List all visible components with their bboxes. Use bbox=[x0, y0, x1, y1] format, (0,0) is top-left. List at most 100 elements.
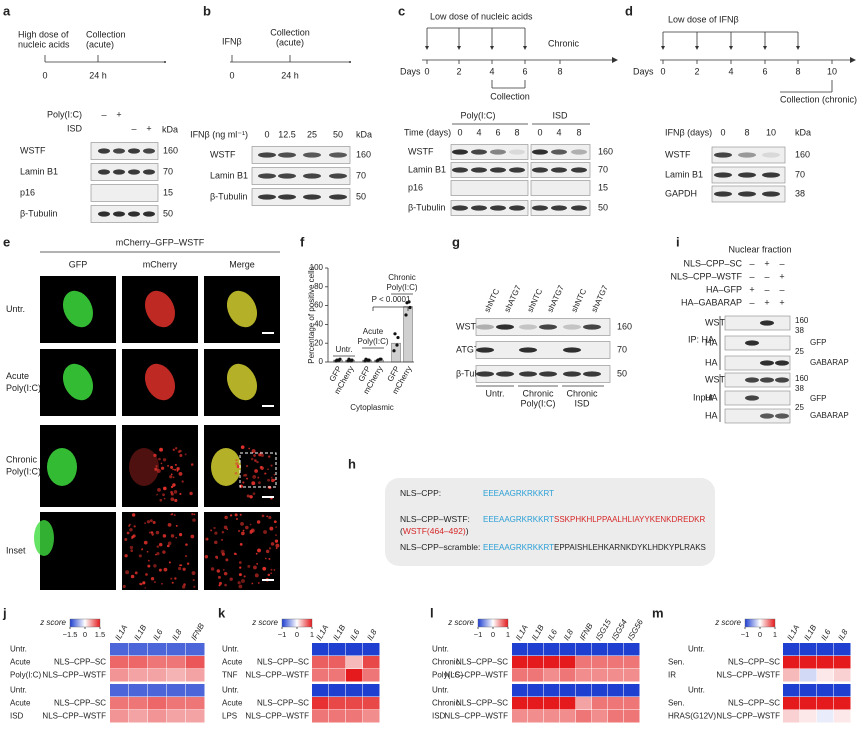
treatment-sign: – bbox=[764, 271, 769, 281]
scale-tick-label: 0 bbox=[491, 630, 495, 639]
label: Days bbox=[400, 66, 421, 76]
heatmap-cell bbox=[800, 684, 817, 697]
blot-band bbox=[258, 173, 276, 179]
blot-band bbox=[303, 194, 321, 200]
heatmap-cell bbox=[329, 684, 346, 697]
data-point bbox=[392, 349, 396, 353]
label: kDa bbox=[162, 124, 178, 134]
treatment-sign: – bbox=[749, 271, 754, 281]
treatment-sign: – bbox=[764, 284, 769, 294]
puncta bbox=[256, 562, 259, 565]
blot-band bbox=[476, 371, 494, 377]
puncta bbox=[191, 512, 194, 516]
blot-band bbox=[303, 152, 321, 158]
text-segment: NLS–CPP–scramble: bbox=[400, 542, 480, 552]
row-label: Poly(I:C) bbox=[6, 383, 41, 393]
blot-band bbox=[775, 360, 789, 366]
puncta bbox=[250, 528, 255, 533]
heatmap-cell bbox=[592, 669, 608, 682]
blot-strip bbox=[724, 315, 791, 331]
puncta bbox=[235, 462, 239, 466]
puncta bbox=[193, 513, 196, 516]
blot-band bbox=[532, 149, 548, 155]
heatmap-cell bbox=[167, 669, 186, 682]
heatmap-cell bbox=[576, 656, 592, 669]
puncta bbox=[159, 448, 162, 450]
heatmap-cell bbox=[576, 643, 592, 656]
puncta bbox=[173, 490, 178, 494]
blot-strip bbox=[251, 146, 351, 164]
label: (acute) bbox=[276, 37, 304, 47]
blot-band bbox=[329, 173, 347, 179]
puncta bbox=[172, 448, 175, 451]
panel-letter: c bbox=[398, 3, 405, 18]
heatmap-cell bbox=[834, 697, 851, 710]
puncta bbox=[192, 579, 195, 582]
heatmap-cell bbox=[528, 684, 544, 697]
heatmap-cell bbox=[148, 643, 167, 656]
label: 12.5 bbox=[278, 129, 296, 139]
label: (acute) bbox=[86, 39, 114, 49]
row-label: NLS–CPP–WSTF bbox=[42, 671, 106, 680]
treatment-label: HA–GFP bbox=[706, 284, 742, 294]
heatmap-cell bbox=[624, 669, 640, 682]
puncta bbox=[244, 525, 249, 530]
puncta bbox=[156, 545, 160, 548]
blot-band bbox=[745, 395, 759, 401]
row-label: HA bbox=[705, 410, 718, 420]
group-label: HRAS(G12V) bbox=[668, 712, 716, 721]
puncta bbox=[186, 562, 190, 565]
nucleus bbox=[62, 290, 94, 328]
blot-band bbox=[563, 347, 581, 353]
puncta bbox=[177, 566, 182, 571]
sequence-segment: EEEAAGRKRKKRT bbox=[483, 543, 554, 552]
puncta bbox=[193, 585, 196, 588]
heatmap-cell bbox=[110, 669, 129, 682]
heatmap-cell bbox=[834, 710, 851, 723]
heatmap-cell bbox=[312, 684, 329, 697]
sequence-name: NLS–CPP: bbox=[400, 488, 441, 498]
size-marker: 38 bbox=[795, 384, 804, 393]
group-label: Sen. bbox=[668, 658, 684, 667]
heatmap-cell bbox=[592, 710, 608, 723]
puncta bbox=[125, 570, 130, 575]
label: Days bbox=[633, 66, 654, 76]
puncta bbox=[261, 514, 265, 518]
heatmap-cell bbox=[576, 684, 592, 697]
puncta bbox=[130, 549, 134, 553]
blot-band bbox=[571, 149, 587, 155]
group-label: ISD bbox=[574, 398, 590, 408]
treatment-label: HA–GABARAP bbox=[681, 297, 742, 307]
puncta bbox=[253, 454, 256, 457]
row-label: NLS–CPP–SC bbox=[54, 699, 106, 708]
y-tick-label: 100 bbox=[310, 263, 324, 272]
heatmap-cell bbox=[817, 684, 834, 697]
puncta bbox=[153, 581, 156, 584]
label: 24 h bbox=[89, 70, 107, 80]
data-point bbox=[395, 343, 399, 347]
label: 0 bbox=[264, 129, 269, 139]
puncta bbox=[156, 552, 160, 556]
treatment-label: NLS–CPP–SC bbox=[683, 258, 742, 268]
size-marker: 160 bbox=[795, 316, 809, 325]
puncta bbox=[158, 542, 163, 547]
section-label: IP: HA bbox=[688, 334, 714, 344]
heatmap-cell bbox=[528, 697, 544, 710]
label: mCherry bbox=[143, 259, 178, 269]
group-label: Poly(I:C) bbox=[10, 671, 41, 680]
puncta bbox=[126, 531, 130, 535]
size-marker: GABARAP bbox=[810, 411, 849, 420]
treatment-label: ISD bbox=[67, 123, 83, 133]
blot-band bbox=[714, 152, 732, 158]
puncta bbox=[264, 472, 267, 475]
label: Time (days) bbox=[404, 127, 451, 137]
heatmap-cell bbox=[363, 684, 380, 697]
heatmap-cell bbox=[312, 643, 329, 656]
size-marker: GFP bbox=[810, 338, 826, 347]
puncta bbox=[258, 453, 262, 457]
y-tick-label: 40 bbox=[314, 320, 323, 329]
heatmap-cell bbox=[528, 656, 544, 669]
heatmap-cell bbox=[624, 643, 640, 656]
heatmap-cell bbox=[800, 710, 817, 723]
